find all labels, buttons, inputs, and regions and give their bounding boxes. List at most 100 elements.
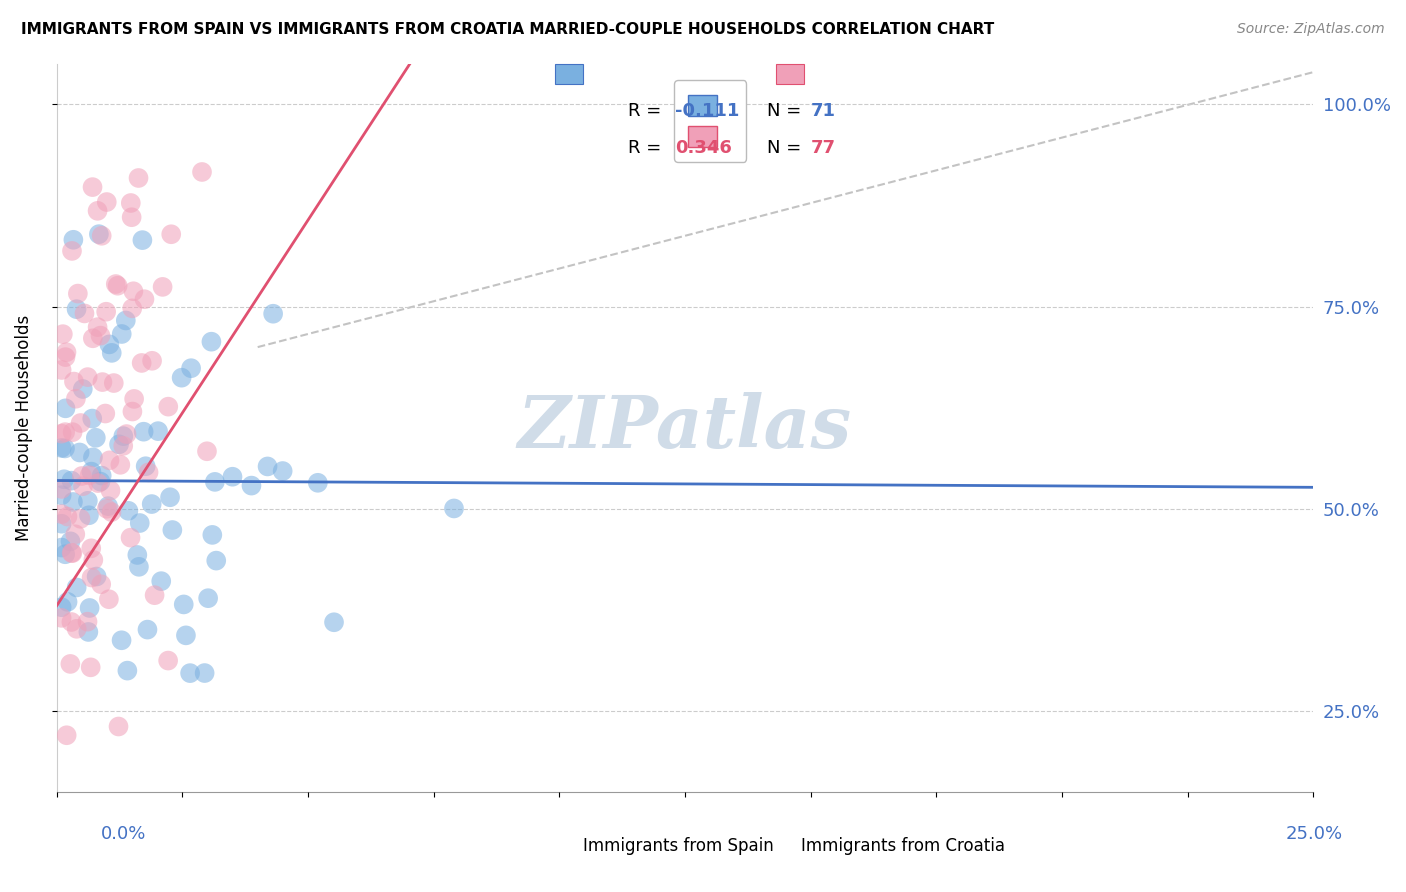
Point bbox=[134, 292, 156, 306]
Text: N =: N = bbox=[766, 139, 807, 157]
Point bbox=[110, 633, 132, 648]
Point bbox=[76, 370, 98, 384]
Point bbox=[157, 400, 180, 414]
Text: 77: 77 bbox=[811, 139, 835, 157]
Point bbox=[100, 483, 122, 498]
Text: Immigrants from Croatia: Immigrants from Croatia bbox=[801, 837, 1005, 855]
Point bbox=[76, 493, 98, 508]
Point bbox=[131, 356, 153, 370]
Point bbox=[97, 592, 120, 607]
Point bbox=[51, 611, 73, 625]
Point bbox=[76, 615, 98, 629]
Text: -0.111: -0.111 bbox=[675, 103, 740, 120]
Point bbox=[121, 404, 143, 418]
Text: 0.346: 0.346 bbox=[675, 139, 731, 157]
Point bbox=[82, 180, 104, 194]
Bar bbox=[555, 64, 583, 84]
Point bbox=[87, 476, 110, 491]
Point bbox=[122, 392, 145, 406]
Point bbox=[179, 666, 201, 681]
Point bbox=[117, 664, 139, 678]
Point bbox=[152, 280, 174, 294]
Point bbox=[59, 657, 82, 671]
Point bbox=[51, 516, 73, 531]
Point bbox=[174, 628, 197, 642]
Point bbox=[82, 331, 104, 345]
Point bbox=[82, 553, 104, 567]
Point bbox=[195, 444, 218, 458]
Point bbox=[98, 453, 121, 467]
Point bbox=[80, 660, 103, 674]
Point bbox=[59, 534, 82, 549]
Point bbox=[307, 475, 329, 490]
Point bbox=[221, 469, 243, 483]
Point bbox=[86, 203, 108, 218]
Point bbox=[112, 439, 135, 453]
Point bbox=[141, 497, 163, 511]
Point bbox=[62, 495, 84, 509]
Point bbox=[51, 426, 73, 441]
Point bbox=[114, 313, 136, 327]
Point bbox=[79, 468, 101, 483]
Point bbox=[89, 475, 111, 489]
Point bbox=[60, 244, 83, 258]
Point bbox=[122, 285, 145, 299]
Point bbox=[159, 490, 181, 504]
Point bbox=[60, 474, 83, 488]
Point bbox=[65, 527, 87, 541]
Point bbox=[63, 375, 86, 389]
Point bbox=[96, 194, 118, 209]
Point bbox=[55, 350, 77, 364]
Point bbox=[69, 445, 91, 459]
Point bbox=[103, 376, 125, 390]
Point bbox=[180, 361, 202, 376]
Point bbox=[72, 382, 94, 396]
Point bbox=[53, 472, 76, 486]
Point bbox=[82, 411, 104, 425]
Point bbox=[91, 375, 114, 389]
Point bbox=[160, 227, 183, 242]
Point bbox=[173, 598, 195, 612]
Point bbox=[89, 328, 111, 343]
Point bbox=[69, 416, 91, 430]
Point bbox=[323, 615, 346, 630]
Text: Source: ZipAtlas.com: Source: ZipAtlas.com bbox=[1237, 22, 1385, 37]
Point bbox=[104, 277, 127, 291]
Point bbox=[107, 719, 129, 733]
Point bbox=[197, 591, 219, 606]
Point bbox=[51, 482, 73, 496]
Text: ZIPatlas: ZIPatlas bbox=[517, 392, 852, 464]
Point bbox=[136, 623, 159, 637]
Point bbox=[73, 306, 96, 320]
Point bbox=[205, 553, 228, 567]
Point bbox=[66, 622, 89, 636]
Point bbox=[62, 233, 84, 247]
Point bbox=[60, 615, 83, 629]
Point bbox=[135, 459, 157, 474]
Point bbox=[120, 531, 142, 545]
Bar bbox=[776, 64, 804, 84]
Point bbox=[53, 425, 76, 439]
Point bbox=[121, 211, 143, 225]
Y-axis label: Married-couple Households: Married-couple Households bbox=[15, 315, 32, 541]
Point bbox=[240, 478, 263, 492]
Point bbox=[53, 442, 76, 456]
Legend: , : , bbox=[673, 80, 747, 161]
Text: R =: R = bbox=[628, 139, 668, 157]
Point bbox=[170, 370, 193, 384]
Point bbox=[51, 441, 73, 455]
Point bbox=[87, 227, 110, 242]
Point bbox=[131, 233, 153, 247]
Point bbox=[94, 407, 117, 421]
Point bbox=[66, 286, 89, 301]
Point bbox=[96, 304, 118, 318]
Point bbox=[107, 278, 129, 293]
Point bbox=[128, 559, 150, 574]
Point bbox=[79, 601, 101, 615]
Point bbox=[191, 165, 214, 179]
Point bbox=[80, 465, 103, 479]
Point bbox=[51, 507, 73, 521]
Point bbox=[55, 401, 77, 416]
Point bbox=[77, 508, 100, 523]
Point bbox=[194, 666, 217, 681]
